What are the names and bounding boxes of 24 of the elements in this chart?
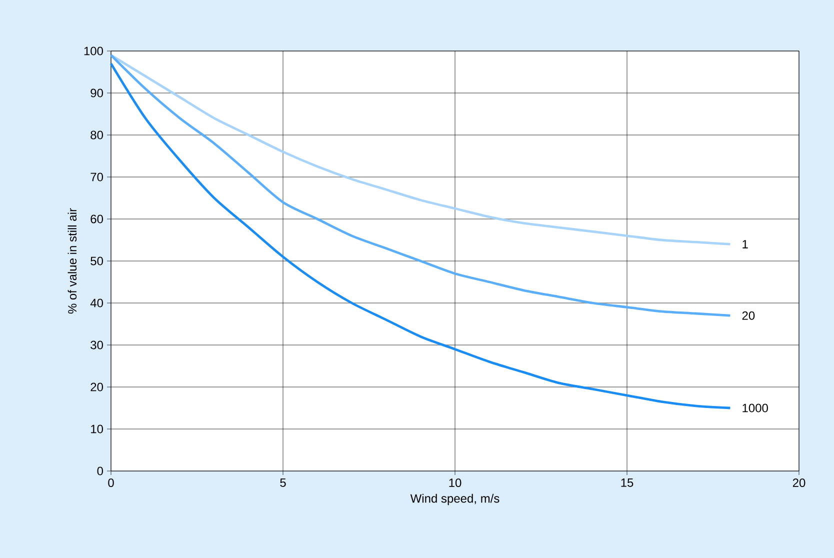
series-label: 1 <box>742 240 748 248</box>
x-tick-label: 0 <box>108 478 114 488</box>
x-tick-label: 5 <box>280 478 286 487</box>
y-axis-title: % of value in still air <box>68 208 77 314</box>
y-tick-label: 40 <box>90 298 104 308</box>
line-series <box>110 54 732 246</box>
x-tick-label: 10 <box>449 478 462 488</box>
y-tick-label: 70 <box>90 172 104 182</box>
line-series <box>110 62 732 410</box>
y-tick-label: 80 <box>90 130 104 140</box>
x-tick-label: 15 <box>621 478 634 487</box>
y-tick-label: 90 <box>90 88 104 98</box>
series-label: 1000 <box>742 404 768 412</box>
x-tick-label: 20 <box>792 478 806 488</box>
y-tick-label: 10 <box>91 424 104 434</box>
y-tick-label: 60 <box>90 214 104 224</box>
y-tick-label: 0 <box>97 466 104 476</box>
y-tick-label: 30 <box>90 340 104 350</box>
series-label: 20 <box>742 311 755 320</box>
y-tick-label: 20 <box>90 382 104 392</box>
line-series <box>110 54 732 317</box>
y-tick-label: 50 <box>90 256 104 266</box>
y-tick-label: 100 <box>84 46 104 56</box>
x-axis-title: Wind speed, m/s <box>410 494 500 506</box>
